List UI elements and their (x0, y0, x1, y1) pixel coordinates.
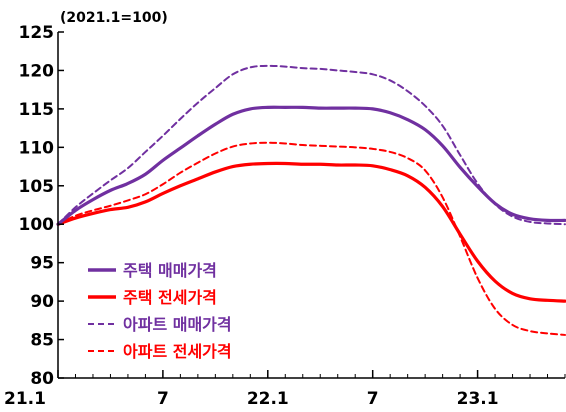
x-tick-label: 7 (157, 389, 169, 409)
y-tick-label: 85 (30, 331, 54, 351)
y-tick-label: 115 (19, 100, 55, 120)
legend-label-1: 주택 매매가격 (123, 261, 217, 280)
axes-layer: 80 85 90 95 100 105 110 115 120 125 21.1 7 22.1 7 23.1 (4, 23, 566, 409)
y-tick-label: 100 (19, 215, 55, 235)
y-tick-label: 120 (19, 61, 55, 81)
x-tick-label: 23.1 (457, 389, 499, 409)
x-tick-label: 21.1 (4, 389, 46, 409)
series-line-3 (57, 64, 566, 226)
series-line-1 (56, 105, 566, 226)
x-tick-label: 22.1 (247, 389, 289, 409)
unit-note: (2021.1=100) (60, 10, 168, 26)
y-tick-label: 105 (19, 177, 55, 197)
y-tick-label: 80 (30, 369, 54, 389)
legend-label-4: 아파트 전세가격 (123, 342, 232, 361)
legend-label-2: 주택 전세가격 (123, 288, 217, 307)
series-line-2 (56, 161, 566, 303)
y-tick-label: 95 (30, 254, 54, 274)
y-tick-label: 90 (30, 292, 54, 312)
series-line-4 (57, 141, 566, 336)
x-tick-label: 7 (367, 389, 379, 409)
y-tick-label: 110 (19, 138, 55, 158)
y-tick-label: 125 (19, 23, 55, 43)
series-layer (56, 64, 566, 336)
legend-label-3: 아파트 매매가격 (123, 315, 232, 334)
